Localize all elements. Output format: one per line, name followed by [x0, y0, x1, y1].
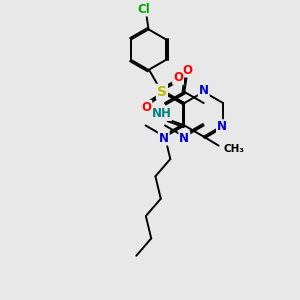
Text: Cl: Cl	[137, 2, 150, 16]
Text: O: O	[173, 71, 183, 84]
Text: N: N	[159, 132, 169, 145]
Text: N: N	[179, 132, 189, 145]
Text: NH: NH	[152, 107, 171, 120]
Text: S: S	[157, 85, 167, 99]
Text: CH₃: CH₃	[223, 144, 244, 154]
Text: N: N	[199, 84, 209, 97]
Text: N: N	[217, 120, 227, 133]
Text: O: O	[141, 101, 152, 114]
Text: O: O	[182, 64, 192, 76]
